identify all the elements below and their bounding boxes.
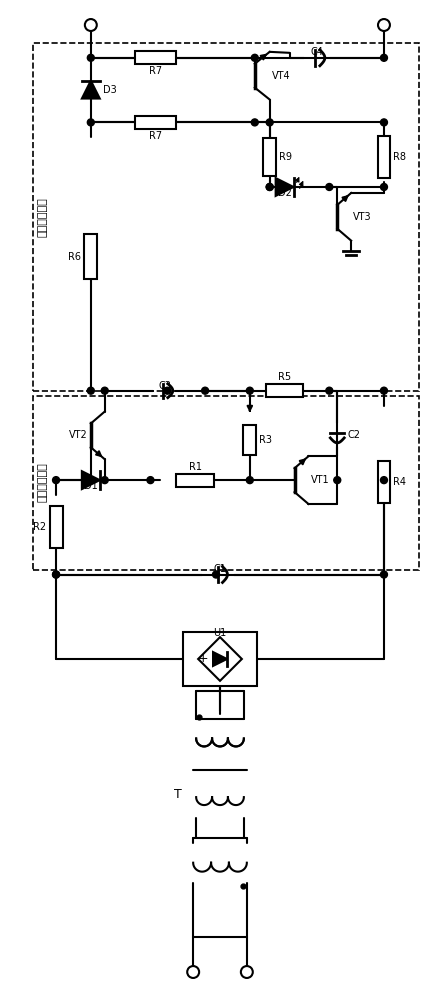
Bar (377, 461, 390, 503)
Circle shape (52, 571, 60, 578)
Text: C2: C2 (347, 430, 360, 440)
Circle shape (187, 966, 199, 978)
Circle shape (87, 119, 94, 126)
Bar (243, 425, 256, 455)
Text: D3: D3 (103, 85, 116, 95)
Text: C4: C4 (311, 47, 324, 57)
Text: VT4: VT4 (272, 71, 290, 81)
Circle shape (85, 19, 97, 31)
Text: VT3: VT3 (353, 212, 372, 222)
Circle shape (381, 387, 388, 394)
Polygon shape (82, 81, 100, 99)
Circle shape (266, 119, 273, 126)
Bar (135, 116, 176, 129)
Circle shape (247, 387, 253, 394)
Text: R4: R4 (393, 477, 407, 487)
Circle shape (381, 184, 388, 190)
Text: R7: R7 (149, 66, 162, 76)
Circle shape (87, 387, 94, 394)
Text: R9: R9 (279, 152, 292, 162)
Circle shape (202, 387, 209, 394)
Text: R2: R2 (34, 522, 47, 532)
Circle shape (326, 184, 333, 190)
Bar (266, 384, 303, 397)
Text: 电压检测电路: 电压检测电路 (37, 463, 47, 502)
Circle shape (381, 119, 388, 126)
Polygon shape (213, 652, 227, 666)
Text: R7: R7 (149, 131, 162, 141)
Circle shape (52, 477, 60, 484)
Circle shape (52, 571, 60, 578)
Bar (49, 506, 63, 548)
Bar (263, 138, 276, 176)
Bar (135, 51, 176, 64)
Circle shape (164, 387, 171, 394)
Circle shape (381, 54, 388, 61)
Circle shape (101, 477, 108, 484)
Bar (33, 43, 419, 391)
Text: +: + (198, 652, 209, 665)
Circle shape (266, 184, 273, 190)
Circle shape (251, 54, 258, 61)
Circle shape (213, 571, 220, 578)
Text: R5: R5 (278, 372, 291, 382)
Text: 稳压输出电路: 稳压输出电路 (37, 197, 47, 237)
Circle shape (251, 119, 258, 126)
Text: T: T (174, 788, 182, 801)
Circle shape (87, 54, 94, 61)
Bar (33, 396, 419, 570)
Bar (183, 632, 257, 686)
Polygon shape (82, 471, 100, 489)
Circle shape (378, 19, 390, 31)
Text: C1: C1 (213, 564, 226, 574)
Text: R3: R3 (259, 435, 272, 445)
Circle shape (247, 477, 253, 484)
Circle shape (147, 477, 154, 484)
Bar (377, 136, 390, 178)
Circle shape (334, 477, 341, 484)
Text: VT1: VT1 (310, 475, 329, 485)
Text: U1: U1 (213, 628, 227, 638)
Bar (84, 234, 97, 279)
Circle shape (241, 966, 253, 978)
Circle shape (381, 477, 388, 484)
Bar (176, 474, 214, 487)
Circle shape (101, 387, 108, 394)
Text: C3: C3 (159, 381, 172, 391)
Text: R8: R8 (393, 152, 407, 162)
Text: D1: D1 (84, 481, 98, 491)
Text: R1: R1 (189, 462, 202, 472)
Circle shape (266, 184, 273, 190)
Circle shape (381, 571, 388, 578)
Polygon shape (276, 178, 294, 196)
Text: D2: D2 (278, 188, 292, 198)
Text: VT2: VT2 (69, 430, 88, 440)
Text: R6: R6 (68, 252, 82, 262)
Circle shape (326, 387, 333, 394)
